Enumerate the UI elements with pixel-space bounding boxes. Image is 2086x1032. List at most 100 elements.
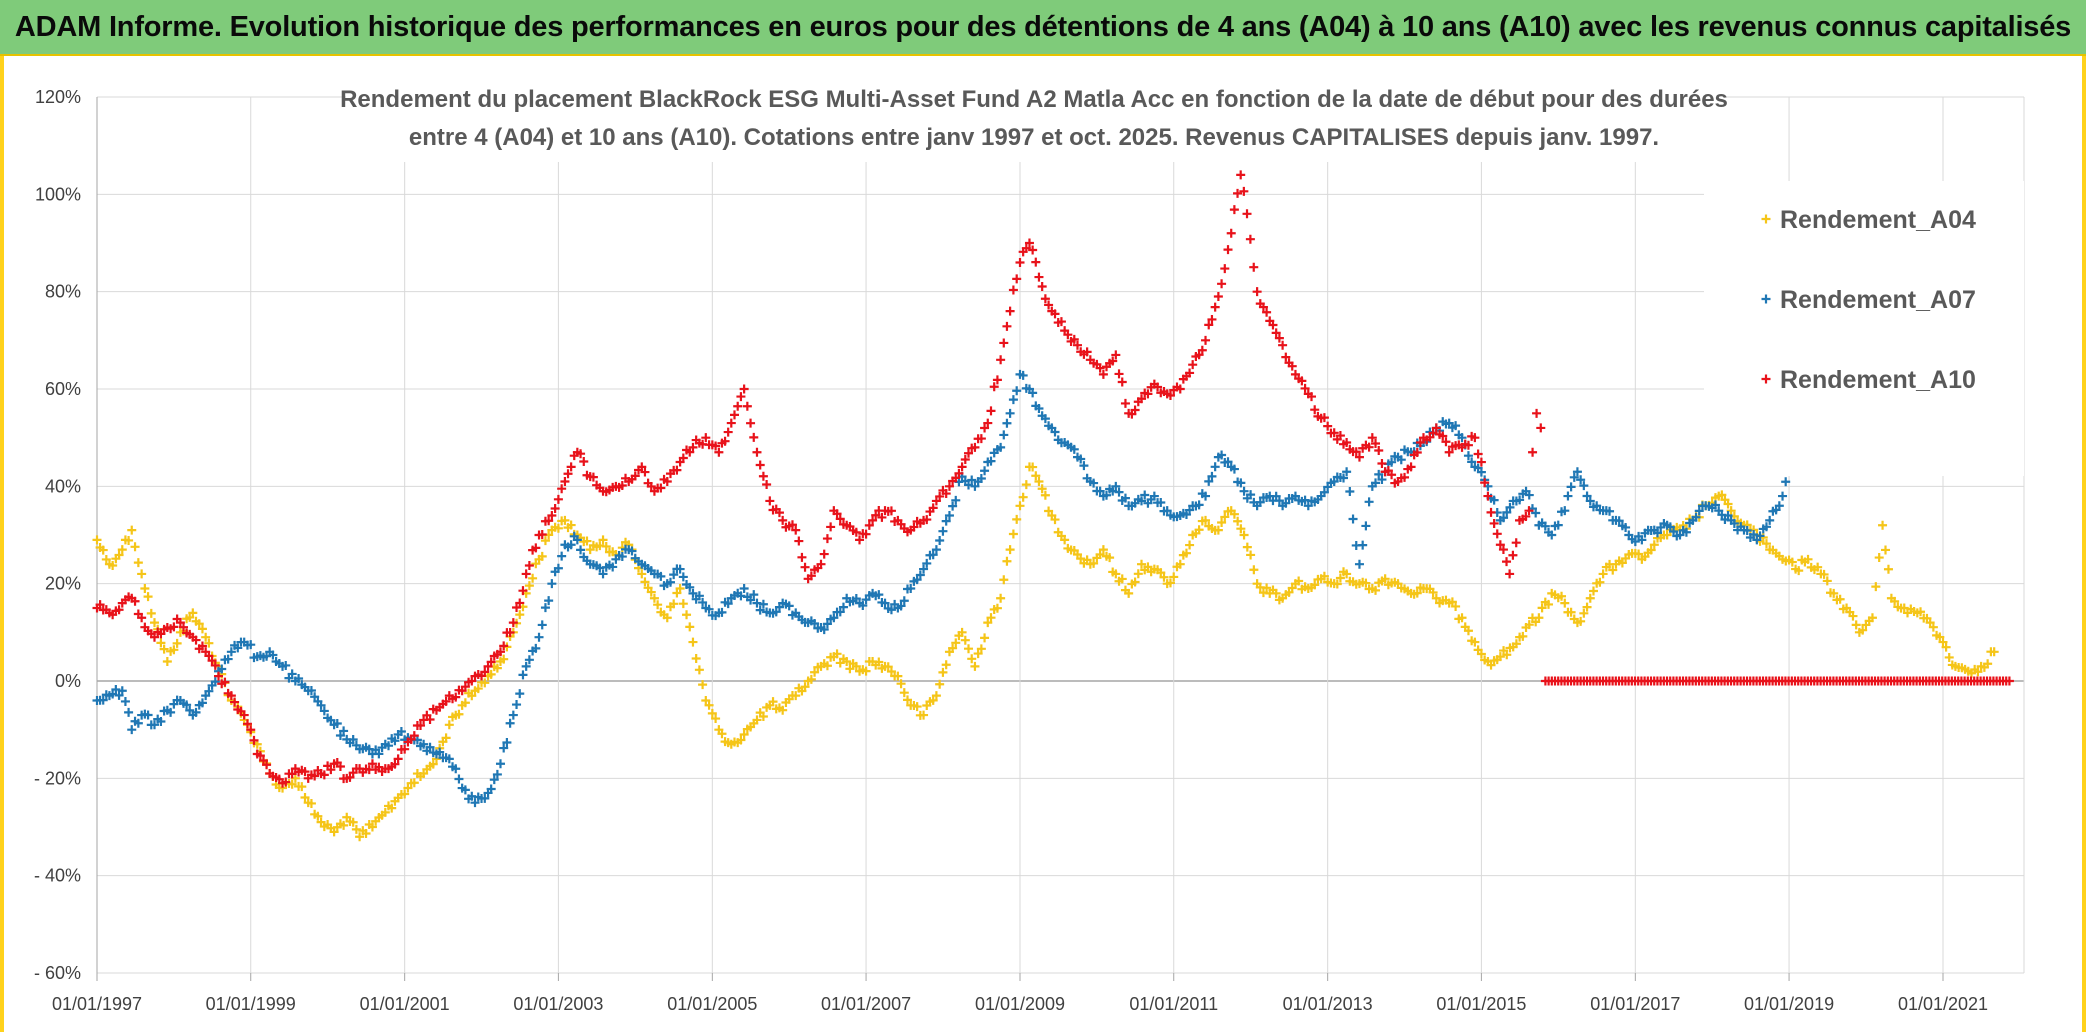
data-point <box>1210 302 1220 312</box>
data-point <box>1028 245 1038 255</box>
legend-marker <box>1761 374 1771 384</box>
data-point <box>1755 531 1765 541</box>
data-point <box>704 700 714 710</box>
data-point <box>1447 597 1457 607</box>
data-point <box>1342 569 1352 579</box>
data-point <box>1245 234 1255 244</box>
x-tick-label: 01/01/2003 <box>513 994 603 1014</box>
data-point <box>1524 506 1534 516</box>
data-point <box>505 718 515 728</box>
data-point <box>1495 540 1505 550</box>
data-point <box>1217 450 1227 460</box>
data-point <box>1204 476 1214 486</box>
data-point <box>1258 302 1268 312</box>
data-point <box>146 608 156 618</box>
data-point <box>704 604 714 614</box>
data-point <box>127 525 137 535</box>
data-point <box>1300 383 1310 393</box>
data-point <box>531 543 541 553</box>
data-point <box>473 684 483 694</box>
data-point <box>752 447 762 457</box>
data-point <box>630 471 640 481</box>
x-axis-ticks: 01/01/1997 01/01/1999 01/01/2001 01/01/2003… <box>52 994 1988 1014</box>
data-point <box>348 735 358 745</box>
data-point <box>1056 317 1066 327</box>
data-point <box>518 586 528 596</box>
data-point <box>156 629 166 639</box>
data-point <box>1143 562 1153 572</box>
data-point <box>678 572 688 582</box>
data-point <box>739 730 749 740</box>
data-point <box>964 644 974 654</box>
data-point <box>931 496 941 506</box>
data-point <box>986 613 996 623</box>
data-point <box>1358 540 1368 550</box>
data-point <box>1012 274 1022 284</box>
data-point <box>451 764 461 774</box>
data-point <box>1207 471 1217 481</box>
data-point <box>1271 328 1281 338</box>
data-point <box>553 563 563 573</box>
data-point <box>1223 245 1233 255</box>
data-point <box>348 817 358 827</box>
data-point <box>1621 522 1631 532</box>
data-point <box>1233 516 1243 526</box>
data-point <box>1002 321 1012 331</box>
data-point <box>1044 506 1054 516</box>
legend: Rendement_A04 Rendement_A07 Rendement_A10 <box>1704 181 2024 476</box>
data-point <box>1794 566 1804 576</box>
data-point <box>185 705 195 715</box>
data-point <box>858 601 868 611</box>
data-point <box>1262 307 1272 317</box>
data-point <box>1201 515 1211 525</box>
x-tick-label: 01/01/2019 <box>1744 994 1834 1014</box>
chart-title-background <box>346 76 1726 162</box>
data-point <box>1498 545 1508 555</box>
data-point <box>566 520 576 530</box>
data-point <box>874 590 884 600</box>
data-point <box>1021 243 1031 253</box>
data-point <box>954 468 964 478</box>
data-point <box>1444 418 1454 428</box>
data-point <box>1220 264 1230 274</box>
data-point <box>698 680 708 690</box>
data-point <box>566 462 576 472</box>
data-point <box>1185 368 1195 378</box>
data-point <box>874 657 884 667</box>
data-point <box>678 599 688 609</box>
data-point <box>1040 294 1050 304</box>
data-point <box>1387 470 1397 480</box>
series-Rendement_A10 <box>92 170 1546 788</box>
data-point <box>902 695 912 705</box>
data-point <box>367 822 377 832</box>
data-point <box>601 541 611 551</box>
data-point <box>976 474 986 484</box>
data-point <box>1518 631 1528 641</box>
x-tick-label: 01/01/2001 <box>360 994 450 1014</box>
data-point <box>400 744 410 754</box>
data-point <box>1271 588 1281 598</box>
data-point <box>1114 369 1124 379</box>
data-point <box>1252 287 1262 297</box>
data-point <box>758 471 768 481</box>
data-point <box>1749 529 1759 539</box>
data-point <box>685 582 695 592</box>
data-point <box>300 767 310 777</box>
data-point <box>210 660 220 670</box>
data-point <box>204 638 214 648</box>
data-point <box>1569 472 1579 482</box>
chart-title-line-2: entre 4 (A04) et 10 ans (A10). Cotations… <box>409 124 1659 151</box>
data-point <box>1470 433 1480 443</box>
data-point <box>742 401 752 411</box>
data-point <box>717 729 727 739</box>
data-point <box>758 712 768 722</box>
data-point <box>306 798 316 808</box>
data-point <box>502 738 512 748</box>
data-point <box>992 375 1002 385</box>
data-point <box>669 599 679 609</box>
data-point <box>1031 471 1041 481</box>
data-point <box>204 686 214 696</box>
data-point <box>678 453 688 463</box>
data-point <box>931 545 941 555</box>
data-point <box>1175 559 1185 569</box>
